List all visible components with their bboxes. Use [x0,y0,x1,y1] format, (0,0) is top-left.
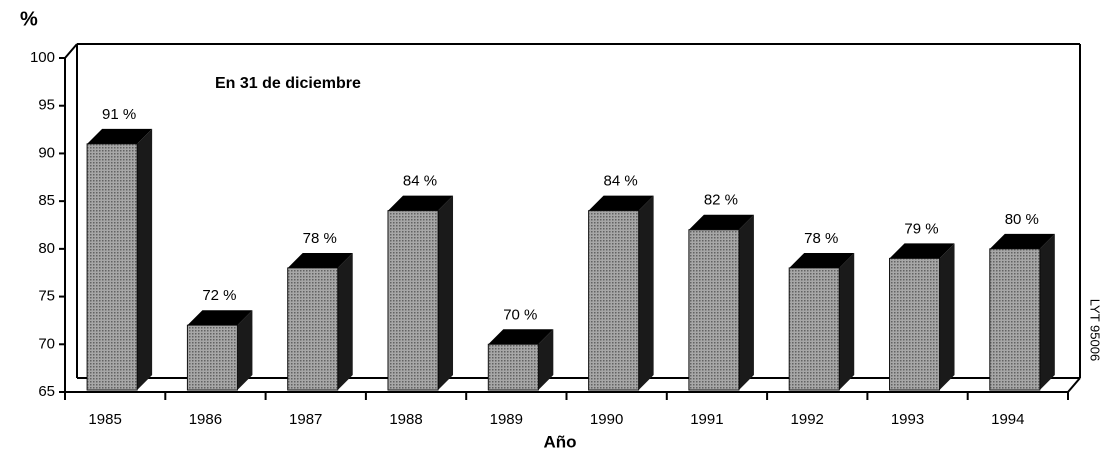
bar [788,252,855,391]
bar-side [337,252,353,390]
bar-tint [187,325,238,390]
bar-tint [488,344,539,390]
value-label: 78 % [804,230,838,247]
y-tick-label: 95 [38,97,55,114]
bar-side [738,214,754,390]
bar [688,214,754,391]
annotation: En 31 de diciembre [215,75,361,92]
bar-top [989,233,1055,249]
bar [287,252,353,391]
x-tick-label: 1993 [891,411,924,428]
y-tick-label: 65 [38,383,55,400]
value-label: 79 % [904,220,938,237]
bar [487,329,554,391]
bar-top [287,252,353,268]
bar-top [688,214,754,230]
bar-top [187,310,253,326]
bar [186,310,253,391]
bar [588,195,654,391]
bar-side [237,310,253,390]
value-label: 84 % [604,173,638,190]
x-tick-label: 1987 [289,411,322,428]
bar-side [137,128,153,390]
bar-front [889,257,941,391]
x-tick-label: 1992 [791,411,824,428]
x-tick-label: 1994 [991,411,1024,428]
x-tick-label: 1990 [590,411,623,428]
bar-top [488,329,554,345]
value-label: 91 % [102,106,136,123]
bar-side [638,195,654,390]
bar-front [186,324,238,391]
x-tick-label: 1991 [690,411,723,428]
y-tick-label: 90 [38,144,55,161]
x-axis-label: Año [543,432,576,451]
y-tick-label: 85 [38,192,55,209]
bar-tint [889,258,940,390]
bar-side [538,329,554,390]
bar-tint [688,229,739,390]
bar-tint [87,143,138,390]
bar-front [487,343,539,391]
x-tick-label: 1986 [189,411,222,428]
bar [989,233,1055,391]
x-tick-label: 1985 [88,411,121,428]
side-note: LYT 95006 [1088,299,1103,361]
bar-top [87,128,153,144]
bar-tint [789,267,840,390]
bar [86,128,153,391]
value-label: 78 % [303,230,337,247]
bar [889,243,955,391]
bar-side [839,252,855,390]
value-label: 70 % [503,306,537,323]
bar-top [588,195,654,211]
y-tick-label: 75 [38,288,55,305]
bar-front [989,248,1041,391]
value-label: 82 % [704,192,738,209]
bar-front [287,267,339,391]
bar-front [588,210,640,391]
bar-front [387,210,439,391]
bar-top [388,195,454,211]
bar-tint [588,210,639,390]
value-label: 72 % [202,287,236,304]
y-tick-label: 100 [30,49,55,66]
bar-top [889,243,955,259]
bar-side [1039,233,1055,390]
bar-side [939,243,955,390]
y-tick-label: 70 [38,335,55,352]
value-label: 84 % [403,173,437,190]
bar [387,195,454,391]
bar-tint [287,267,338,390]
x-tick-label: 1988 [389,411,422,428]
bar-front [86,143,138,391]
y-axis-label: % [20,8,38,30]
bar-top [789,252,855,268]
bar-front [688,229,740,391]
y-tick-label: 80 [38,240,55,257]
bar-tint [388,210,439,390]
bar-front [788,267,840,391]
bar-tint [989,248,1040,390]
value-label: 80 % [1005,211,1039,228]
bar-side [438,195,454,390]
x-tick-label: 1989 [490,411,523,428]
